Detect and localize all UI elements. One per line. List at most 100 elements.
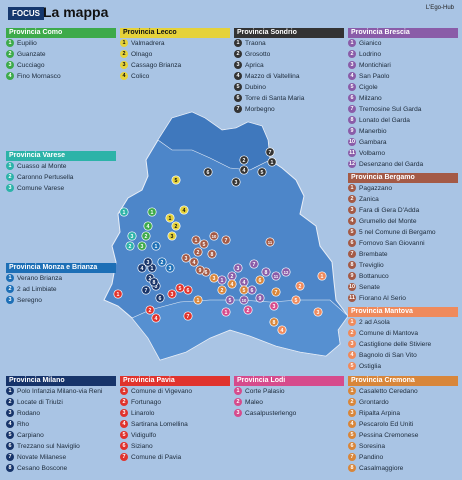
- marker-dot: [125, 241, 135, 251]
- marker-label: 10: [242, 298, 247, 303]
- item-label: Pagazzano: [359, 185, 392, 192]
- list-item: 5 Ostiglia: [348, 361, 458, 372]
- map-marker-varese: 2: [125, 241, 135, 251]
- map-marker-mantova: 1: [317, 271, 327, 281]
- marker-label: 6: [187, 288, 190, 294]
- list-item: 3 Seregno: [6, 295, 116, 306]
- map-marker-brescia: 3: [233, 263, 243, 273]
- item-label: 5 nel Comune di Bergamo: [359, 229, 436, 236]
- province-mantova: Provincia Mantova 1 2 ad Asola 2 Comune di M…: [348, 307, 458, 372]
- item-number: 2: [348, 194, 356, 203]
- item-label: 2 ad Limbiate: [17, 286, 57, 293]
- list-item: 2 Maleo: [234, 397, 344, 408]
- item-number: 4: [6, 71, 14, 80]
- marker-dot: [141, 285, 151, 295]
- item-label: Locate di Triulzi: [17, 399, 63, 406]
- item-number: 7: [348, 104, 356, 113]
- marker-label: 4: [155, 316, 158, 322]
- marker-dot: [271, 271, 281, 281]
- item-number: 2: [6, 172, 14, 181]
- item-number: 2: [234, 49, 242, 58]
- item-number: 2: [348, 397, 356, 406]
- item-label: Seregno: [17, 297, 42, 304]
- marker-label: 2: [161, 260, 164, 266]
- marker-dot: [265, 237, 275, 247]
- item-number: 1: [234, 38, 242, 47]
- item-label: Tremosine Sul Garda: [359, 106, 422, 113]
- item-label: Comune di Vigevano: [131, 388, 193, 395]
- item-number: 3: [348, 408, 356, 417]
- marker-dot: [189, 257, 199, 267]
- marker-label: 5: [243, 288, 246, 294]
- province-cremona: Provincia Cremona 1 Casaletto Ceredano 2 Gro…: [348, 376, 458, 474]
- list-item: 7 Morbegno: [234, 104, 344, 115]
- item-number: 1: [6, 38, 14, 47]
- item-number: 9: [348, 271, 356, 280]
- item-number: 1: [348, 317, 356, 326]
- marker-dot: [209, 273, 219, 283]
- list-item: 3 Fara di Gera D'Adda: [348, 205, 458, 216]
- list-item: 3 Cucciago: [6, 60, 116, 71]
- province-title: Provincia Bergamo: [348, 173, 458, 183]
- list-item: 5 Cigole: [348, 82, 458, 93]
- item-number: 1: [6, 273, 14, 282]
- marker-label: 1: [225, 310, 228, 316]
- marker-dot: [209, 231, 219, 241]
- item-number: 5: [348, 430, 356, 439]
- marker-dot: [231, 177, 241, 187]
- map-marker-varese: 3: [127, 231, 137, 241]
- item-number: 1: [6, 386, 14, 395]
- marker-dot: [165, 213, 175, 223]
- list-item: 3 Rodano: [6, 408, 116, 419]
- map-marker-mantova: 5: [291, 295, 301, 305]
- marker-label: 2: [231, 274, 234, 280]
- marker-label: 8: [273, 320, 276, 326]
- item-number: 10: [348, 282, 356, 291]
- item-label: Caronno Pertusella: [17, 174, 74, 181]
- province-title: Provincia Pavia: [120, 376, 230, 386]
- item-number: 11: [348, 148, 356, 157]
- item-label: Cesano Boscone: [17, 465, 68, 472]
- list-item: 3 Cassago Brianza: [120, 60, 230, 71]
- list-item: 7 Tremosine Sul Garda: [348, 104, 458, 115]
- marker-dot: [199, 239, 209, 249]
- map-marker-pavia: 6: [183, 285, 193, 295]
- item-label: Rho: [17, 421, 30, 428]
- item-number: 4: [348, 419, 356, 428]
- marker-dot: [269, 301, 279, 311]
- item-label: Pescarolo Ed Uniti: [359, 421, 414, 428]
- list-item: 2 Comune di Mantova: [348, 328, 458, 339]
- item-number: 7: [6, 452, 14, 461]
- map-marker-sondrio: 3: [231, 177, 241, 187]
- map-marker-monza: 1: [151, 241, 161, 251]
- list-item: 8 Treviglio: [348, 260, 458, 271]
- item-number: 7: [348, 249, 356, 258]
- map-marker-brescia: 4: [239, 277, 249, 287]
- marker-label: 1: [151, 266, 154, 272]
- marker-label: 4: [141, 266, 144, 272]
- marker-label: 1: [195, 238, 198, 244]
- item-number: 3: [6, 183, 14, 192]
- item-label: Manerbio: [359, 128, 387, 135]
- item-label: Rodano: [17, 410, 41, 417]
- list-item: 6 Torre di Santa Maria: [234, 93, 344, 104]
- list-item: 7 Novate Milanese: [6, 452, 116, 463]
- province-title: Provincia Cremona: [348, 376, 458, 386]
- item-label: Zanica: [359, 196, 379, 203]
- marker-label: 5: [179, 286, 182, 292]
- map-marker-cremona: 3: [209, 273, 219, 283]
- map-marker-lecco: 1: [165, 213, 175, 223]
- marker-label: 3: [237, 266, 240, 272]
- list-item: 4 Sartirana Lomellina: [120, 419, 230, 430]
- marker-dot: [127, 231, 137, 241]
- item-number: 4: [120, 419, 128, 428]
- item-number: 4: [6, 419, 14, 428]
- item-label: Verano Brianza: [17, 275, 63, 282]
- item-label: Sartirana Lomellina: [131, 421, 188, 428]
- marker-dot: [227, 279, 237, 289]
- list-item: 12 Desenzano del Garda: [348, 159, 458, 170]
- marker-label: 5: [261, 170, 264, 176]
- marker-label: 2: [145, 234, 148, 240]
- list-item: 11 Volbarno: [348, 148, 458, 159]
